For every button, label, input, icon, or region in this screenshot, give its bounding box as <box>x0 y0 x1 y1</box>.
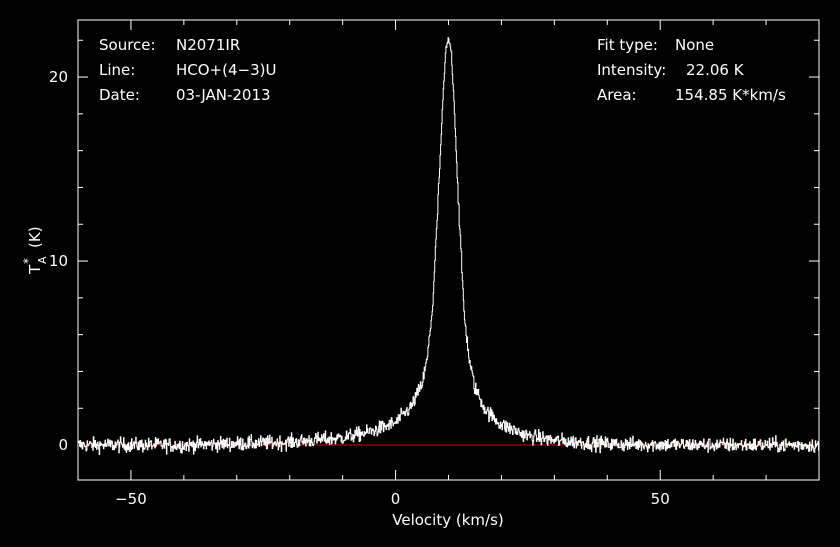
area-value: 154.85 K*km/s <box>675 86 786 104</box>
date-value: 03-JAN-2013 <box>176 86 271 104</box>
y-tick-label: 10 <box>49 252 68 270</box>
intensity-label: Intensity: <box>597 61 666 79</box>
intensity-value: 22.06 K <box>686 61 745 79</box>
date-label: Date: <box>99 86 140 104</box>
x-axis-label: Velocity (km/s) <box>392 511 503 529</box>
fit-type-value: None <box>675 36 714 54</box>
area-label: Area: <box>597 86 637 104</box>
y-axis-label-main: T <box>26 264 44 275</box>
y-axis-label: T * A (K) <box>21 226 49 275</box>
x-tick-label: 50 <box>651 490 670 508</box>
y-tick-label: 0 <box>58 436 68 454</box>
fit-type-label: Fit type: <box>597 36 658 54</box>
axis-ticks <box>77 20 820 480</box>
x-tick-label: −50 <box>115 490 147 508</box>
y-axis-label-sub: A <box>36 256 49 264</box>
line-label: Line: <box>99 61 135 79</box>
y-tick-label: 20 <box>49 68 68 86</box>
source-value: N2071IR <box>176 36 240 54</box>
y-axis-label-unit: (K) <box>26 226 44 248</box>
tick-labels: −50 0 50 0 10 20 <box>49 68 670 508</box>
line-value: HCO+(4−3)U <box>176 61 276 79</box>
spectrum-line <box>78 37 819 455</box>
x-tick-label: 0 <box>391 490 401 508</box>
y-axis-label-sup: * <box>21 258 35 264</box>
source-label: Source: <box>99 36 156 54</box>
